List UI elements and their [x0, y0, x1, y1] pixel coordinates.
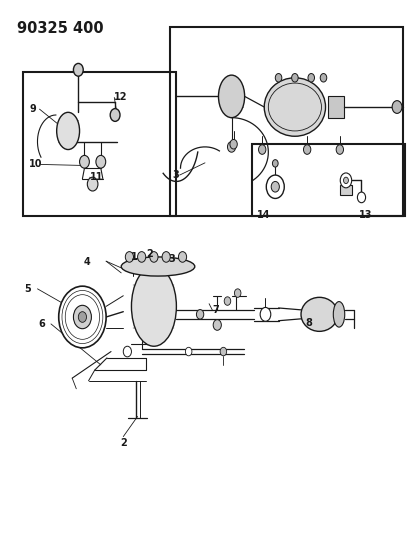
Circle shape — [125, 252, 133, 262]
Circle shape — [110, 109, 120, 122]
Circle shape — [274, 74, 281, 82]
Circle shape — [96, 156, 106, 168]
Circle shape — [307, 74, 314, 82]
Circle shape — [196, 310, 203, 319]
Circle shape — [220, 348, 226, 356]
Ellipse shape — [218, 75, 244, 118]
Circle shape — [224, 297, 230, 305]
Text: 2: 2 — [119, 438, 126, 448]
Text: 4: 4 — [83, 257, 90, 267]
Text: 5: 5 — [25, 284, 31, 294]
Circle shape — [339, 173, 351, 188]
Text: 12: 12 — [114, 92, 128, 102]
Circle shape — [78, 312, 86, 322]
Circle shape — [335, 145, 343, 155]
Circle shape — [258, 145, 265, 155]
Ellipse shape — [300, 297, 337, 332]
Circle shape — [260, 308, 270, 321]
Circle shape — [227, 142, 235, 152]
Circle shape — [149, 252, 157, 262]
Circle shape — [319, 74, 326, 82]
Circle shape — [185, 348, 191, 356]
Circle shape — [123, 346, 131, 357]
Text: 8: 8 — [304, 318, 311, 328]
Text: 11: 11 — [90, 172, 103, 182]
Ellipse shape — [56, 112, 79, 150]
Circle shape — [79, 156, 89, 168]
Circle shape — [178, 252, 186, 262]
Ellipse shape — [267, 83, 321, 131]
Circle shape — [73, 63, 83, 76]
Circle shape — [87, 177, 98, 191]
Text: 10: 10 — [29, 159, 43, 169]
Text: 3: 3 — [168, 254, 175, 264]
Text: 13: 13 — [358, 210, 371, 220]
Circle shape — [62, 290, 103, 344]
Circle shape — [58, 286, 106, 348]
Bar — [170, 27, 402, 216]
Circle shape — [391, 101, 401, 114]
Text: 9: 9 — [29, 104, 36, 114]
Circle shape — [137, 252, 145, 262]
Circle shape — [162, 252, 170, 262]
Bar — [339, 184, 351, 195]
Circle shape — [303, 145, 310, 155]
Circle shape — [265, 175, 283, 198]
Text: 14: 14 — [257, 210, 270, 220]
Circle shape — [234, 289, 240, 297]
Ellipse shape — [264, 78, 325, 136]
Bar — [23, 72, 176, 216]
Text: 2: 2 — [146, 249, 153, 259]
Ellipse shape — [333, 302, 344, 327]
Bar — [252, 144, 404, 216]
Circle shape — [272, 160, 277, 167]
Ellipse shape — [131, 266, 176, 346]
Text: 1: 1 — [131, 252, 138, 262]
Text: 6: 6 — [38, 319, 45, 329]
Circle shape — [357, 192, 365, 203]
Text: 90325 400: 90325 400 — [17, 21, 103, 36]
Circle shape — [270, 181, 279, 192]
Circle shape — [229, 140, 237, 149]
Circle shape — [73, 305, 91, 329]
Circle shape — [65, 295, 99, 340]
Circle shape — [291, 74, 297, 82]
Ellipse shape — [121, 257, 194, 276]
Circle shape — [213, 320, 221, 330]
Circle shape — [343, 177, 348, 183]
Text: 3: 3 — [172, 170, 179, 180]
Bar — [327, 96, 343, 118]
Text: 7: 7 — [212, 305, 218, 315]
